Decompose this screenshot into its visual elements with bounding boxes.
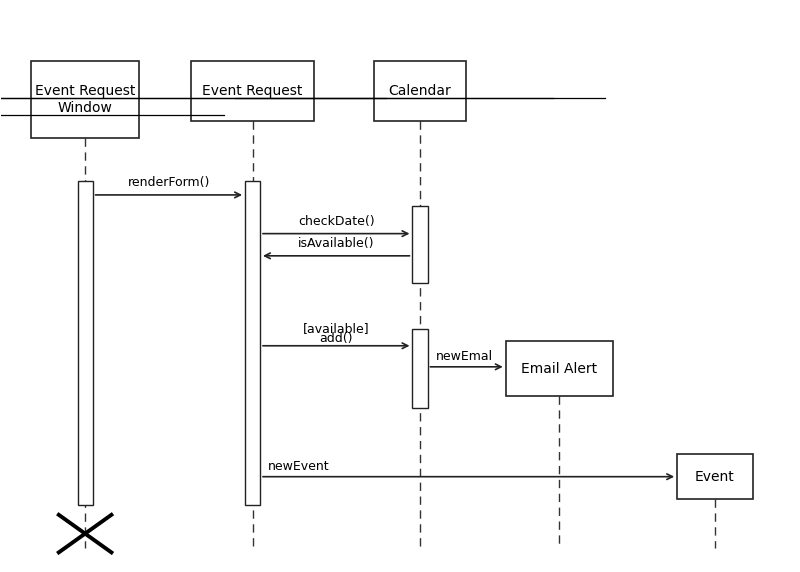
Bar bbox=[245, 181, 260, 505]
Bar bbox=[412, 206, 427, 283]
Bar bbox=[31, 61, 139, 138]
Text: Window: Window bbox=[58, 101, 113, 115]
Text: Calendar: Calendar bbox=[389, 84, 451, 98]
Text: checkDate(): checkDate() bbox=[298, 214, 374, 228]
Text: Email Alert: Email Alert bbox=[522, 362, 598, 376]
Bar bbox=[506, 341, 614, 396]
Text: newEvent: newEvent bbox=[268, 460, 330, 473]
Text: add(): add() bbox=[319, 332, 353, 345]
Bar bbox=[190, 61, 314, 121]
Bar bbox=[412, 329, 427, 408]
Bar bbox=[677, 454, 753, 499]
Bar bbox=[78, 181, 93, 505]
Text: isAvailable(): isAvailable() bbox=[298, 237, 374, 250]
Bar bbox=[374, 61, 466, 121]
Text: Event Request: Event Request bbox=[202, 84, 302, 98]
Text: [available]: [available] bbox=[303, 322, 370, 335]
Text: Event: Event bbox=[695, 470, 734, 484]
Text: renderForm(): renderForm() bbox=[128, 176, 210, 189]
Text: newEmal: newEmal bbox=[435, 350, 493, 363]
Text: Event Request: Event Request bbox=[35, 84, 135, 98]
